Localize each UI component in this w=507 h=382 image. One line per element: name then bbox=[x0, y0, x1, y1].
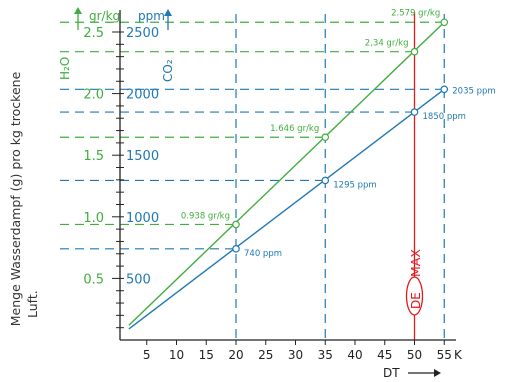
point-h2o-50 bbox=[410, 47, 419, 56]
data-label-h2o-20: 0.938 gr/kg bbox=[181, 211, 230, 221]
labels-group: 0.938 gr/kg 1.646 gr/kg 2,34 gr/kg 2.579 gr… bbox=[83, 8, 495, 362]
x-tick-10: 10 bbox=[169, 348, 184, 362]
h2o-tick-0.5: 0.5 bbox=[83, 272, 104, 287]
point-co2-35 bbox=[321, 176, 330, 185]
vertical-guides bbox=[235, 12, 445, 340]
series-line-co2 bbox=[128, 88, 445, 330]
max-label: MAX bbox=[408, 249, 423, 277]
point-h2o-35 bbox=[321, 133, 330, 142]
data-label-co2-20: 740 ppm bbox=[244, 249, 282, 259]
x-tick-15: 15 bbox=[199, 348, 214, 362]
max-badge bbox=[405, 276, 424, 316]
co2-unit-label: ppm bbox=[138, 9, 165, 23]
series-group bbox=[128, 18, 449, 330]
point-h2o-55 bbox=[440, 18, 449, 27]
data-label-co2-55: 2035 ppm bbox=[452, 86, 495, 96]
h2o-tick-2.5: 2.5 bbox=[83, 26, 104, 41]
x-axis-unit: K bbox=[454, 348, 463, 362]
co2-tick-2000: 2000 bbox=[126, 88, 159, 103]
x-tick-5: 5 bbox=[143, 348, 151, 362]
x-tick-50: 50 bbox=[407, 348, 422, 362]
x-arrow-head bbox=[434, 369, 441, 377]
point-h2o-20 bbox=[232, 220, 240, 229]
co2-axis-label: CO₂ bbox=[161, 59, 175, 82]
x-tick-45: 45 bbox=[377, 348, 392, 362]
point-co2-50 bbox=[410, 108, 419, 116]
h2o-tick-1.5: 1.5 bbox=[83, 149, 104, 164]
axes bbox=[74, 7, 456, 377]
data-label-h2o-35: 1.646 gr/kg bbox=[270, 124, 319, 134]
y-axis-title-line1: Menge Wasserdampf (g) pro kg trockene bbox=[8, 71, 23, 326]
data-label-co2-35: 1295 ppm bbox=[333, 180, 376, 190]
x-tick-20: 20 bbox=[228, 348, 243, 362]
series-line-h2o bbox=[128, 21, 445, 326]
point-co2-20 bbox=[232, 245, 240, 253]
x-axis-title: DT bbox=[383, 366, 400, 380]
x-tick-40: 40 bbox=[347, 348, 362, 362]
horizontal-guides bbox=[60, 21, 445, 250]
co2-arrow-head bbox=[164, 9, 172, 16]
co2-tick-1500: 1500 bbox=[126, 149, 159, 164]
data-label-co2-50: 1850 ppm bbox=[423, 112, 466, 122]
x-tick-30: 30 bbox=[288, 348, 303, 362]
max-badge-label: DE bbox=[409, 292, 423, 309]
h2o-arrow-head bbox=[74, 7, 82, 14]
point-co2-55 bbox=[440, 85, 449, 94]
x-tick-55: 55 bbox=[437, 348, 452, 362]
co2-tick-2500: 2500 bbox=[126, 26, 159, 41]
h2o-tick-1.0: 1.0 bbox=[83, 211, 104, 226]
y-axis-title-line2: Luft. bbox=[25, 290, 40, 318]
co2-tick-1000: 1000 bbox=[126, 211, 159, 226]
h2o-axis-label: H₂O bbox=[58, 57, 72, 80]
x-tick-35: 35 bbox=[318, 348, 333, 362]
data-label-h2o-55: 2.579 gr/kg bbox=[391, 8, 440, 18]
h2o-unit-label: gr/kg bbox=[89, 9, 120, 23]
x-tick-25: 25 bbox=[258, 348, 273, 362]
data-label-h2o-50: 2,34 gr/kg bbox=[365, 39, 409, 49]
h2o-tick-2.0: 2.0 bbox=[83, 88, 104, 103]
co2-tick-500: 500 bbox=[126, 272, 151, 287]
